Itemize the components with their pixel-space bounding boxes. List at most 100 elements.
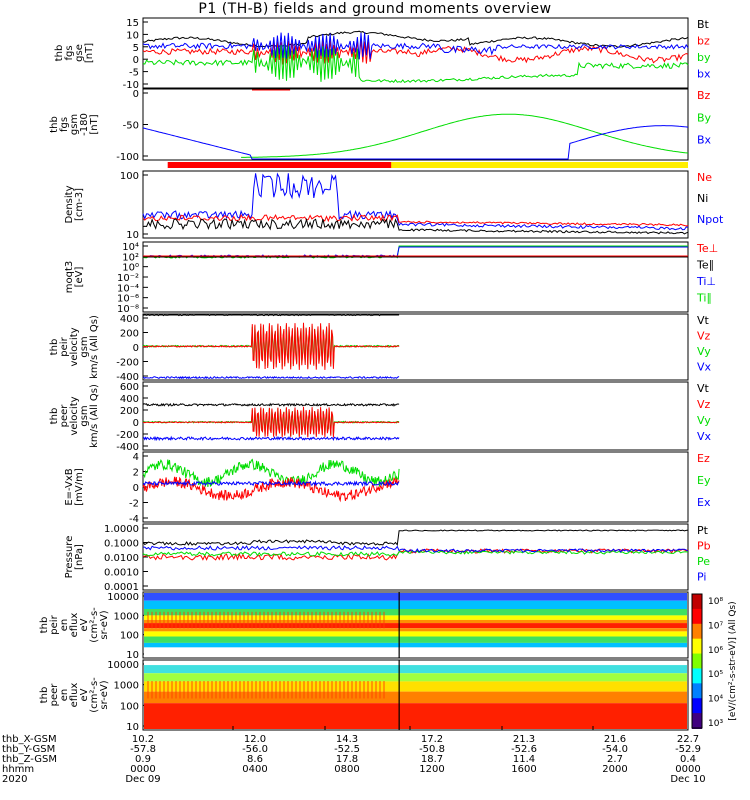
ylabel-peer_spec: eflux [69,683,80,708]
xaxis-value: -54.0 [602,744,628,755]
spectrogram-band-peir_spec [144,642,687,648]
ylabel-peir_spec: eV [79,618,90,631]
series-Ni [142,217,689,235]
ytick-peer_vel: -400 [116,442,139,453]
ylabel-peir_spec: peir [49,614,60,634]
ytick-temp: 10⁻⁶ [117,294,139,305]
legend-peir_vel: Vt [697,314,710,327]
xaxis-value: 17.8 [336,754,358,765]
ytick-peer_spec: 10 [126,722,139,733]
colorbar-tick: 10⁴ [708,695,723,705]
ylabel-density: [cm-3] [74,188,85,221]
ylabel-pressure: Pressure [64,536,75,579]
ytick-fgs_gsm: 0 [133,89,139,100]
ytick-peer_spec: 1000 [114,681,139,692]
series-Ne [142,213,689,227]
xaxis-value: 17.2 [421,734,443,745]
mode-segment [391,162,688,168]
spectrogram-band-peir_spec [144,628,687,632]
ylabel-fgs_gsm: gsm [69,114,80,135]
ylabel-fgs: [nT] [84,43,95,63]
spectrogram-band-peir_spec [144,623,687,629]
ytick-fgs: 5 [133,43,139,54]
ylabel-efield: E=-VxB [64,468,75,505]
spectrogram-band-peer_spec [144,661,687,666]
legend-peer_vel: Vt [697,382,710,395]
ylabel-fgs_gsm: -180 [79,113,90,136]
xaxis-row-label: thb_Y-GSM [2,744,55,755]
series-Pb [142,548,689,561]
legend-temp: Te⊥ [696,242,718,255]
xaxis-value: 0800 [334,764,359,775]
series-Vz-peir_vel [143,322,400,370]
ytick-temp: 10⁻² [117,273,139,284]
ylabel-temp: moqt3 [64,261,75,294]
xaxis-value: 0000 [130,764,155,775]
panel-frame-peir_spec [142,591,689,659]
series-Ey [142,458,400,487]
ytick-temp: 10⁴ [122,242,139,253]
ytick-efield: 0 [133,483,139,494]
spectrogram-band-peir_spec [144,609,687,616]
ylabel-peir_vel: velocity [69,327,80,366]
ytick-efield: -4 [129,514,139,525]
colorbar-segment [692,713,702,729]
legend-temp: Ti⊥ [696,275,716,288]
legend-fgs: bz [697,35,710,48]
ytick-peer_vel: 0 [133,418,139,429]
ylabel-peir_vel: peir [59,336,70,356]
ytick-fgs: 10 [126,30,139,41]
ylabel-fgs_gsm: fgs [59,117,70,132]
colorbar-label: [eV/(cm²-s-str-eV)] (All Qs) [728,601,738,720]
ytick-peer_vel: 600 [120,382,139,393]
ytick-peir_spec: 1000 [114,611,139,622]
series-By [241,113,689,158]
xaxis-row-label: hhmm [2,764,34,775]
mode-segment [167,162,400,168]
xaxis-value: 2.7 [607,754,623,765]
spectrogram-band-peer_spec [144,665,687,674]
xaxis-value: 14.3 [336,734,358,745]
xaxis-value: 21.6 [604,734,626,745]
ylabel-peir_spec: en [59,619,70,632]
series-by [142,43,689,84]
ylabel-peer_vel: velocity [69,396,80,435]
colorbar-segment [692,608,702,625]
spectrogram-band-peer_spec [144,691,687,704]
xaxis-value: -57.8 [130,744,156,755]
ylabel-peer_vel: thb [49,408,60,425]
legend-efield: Ex [697,496,711,509]
ylabel-efield: [mV/m] [74,468,85,506]
ylabel-peer_vel: peer [59,404,70,428]
series-Pt [142,529,689,547]
xaxis-value: -52.6 [511,744,537,755]
series-Ez [142,476,400,503]
ytick-peir_vel: 200 [120,329,139,340]
chart-title: P1 (TH-B) fields and ground moments over… [198,1,552,17]
colorbar-segment [692,623,702,640]
series-Pi [143,545,689,553]
xaxis-value: 1600 [511,764,536,775]
series-Tipar [142,245,688,259]
ytick-temp: 10⁻⁸ [117,304,139,315]
xaxis-value: Dec 09 [125,774,160,785]
legend-peer_vel: Vx [697,430,712,443]
legend-fgs_gsm: Bx [697,134,712,147]
panel-frame-fgs [142,17,689,89]
ylabel-density: Density [64,185,75,223]
ylabel-peir_vel: gsm [79,336,90,357]
ytick-fgs: -5 [129,68,139,79]
panel-frame-peir_vel [142,313,689,381]
ytick-pressure: 0.0010 [104,568,139,579]
ytick-density: 10 [126,230,139,241]
colorbar-tick: 10⁶ [708,646,723,656]
ylabel-peir_spec: eflux [69,613,80,638]
ytick-temp: 10⁰ [122,263,139,274]
ytick-peer_vel: -200 [116,430,139,441]
series-bx [142,32,689,60]
colorbar-tick: 10⁸ [708,597,723,607]
colorbar-tick: 10³ [708,719,723,729]
xaxis-row-label: 2020 [2,774,27,785]
ytick-peir_vel: 0 [133,343,139,354]
legend-peir_vel: Vz [697,330,711,343]
